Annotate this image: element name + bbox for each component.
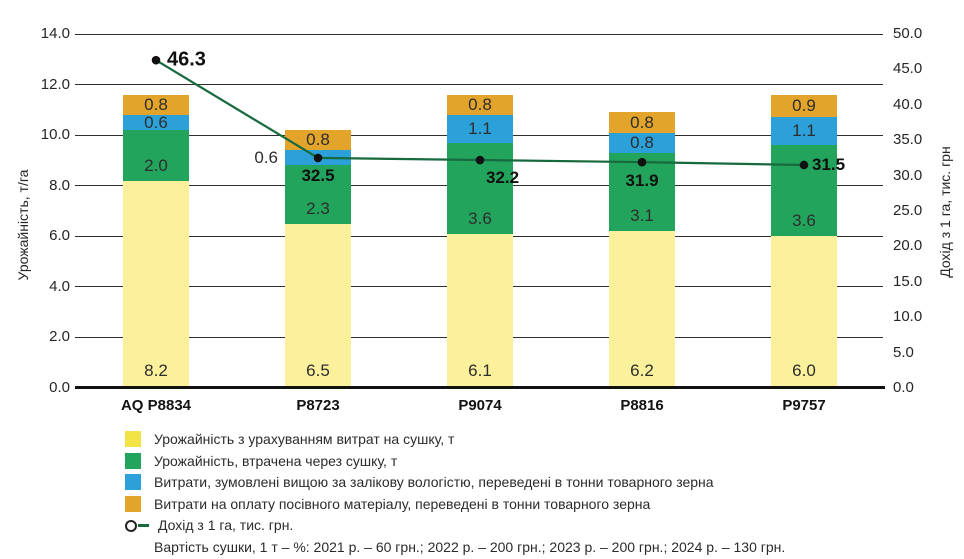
legend-label: Урожайність, втрачена через сушку, т xyxy=(154,452,398,469)
segment-value-label: 0.6 xyxy=(144,112,168,132)
segment-value-label: 6.5 xyxy=(306,361,330,380)
x-axis-category-label: P8723 xyxy=(296,397,340,414)
segment-value-label: 0.8 xyxy=(144,94,168,114)
x-axis-category-label: P9074 xyxy=(458,397,502,414)
legend-item-yield-after-drying: Урожайність з урахуванням витрат на сушк… xyxy=(125,429,785,451)
bar-segment xyxy=(123,180,189,388)
segment-value-label: 6.0 xyxy=(792,361,816,380)
legend-label: Урожайність з урахуванням витрат на сушк… xyxy=(154,431,455,447)
bar-segment xyxy=(771,236,837,388)
gridline xyxy=(75,84,883,86)
legend-swatch-orange xyxy=(125,495,141,512)
segment-value-label: 0.6 xyxy=(254,147,278,167)
bar-segment xyxy=(285,223,351,388)
line-value-label: 31.9 xyxy=(625,171,659,191)
segment-value-label: 2.3 xyxy=(306,198,330,218)
legend: Урожайність з урахуванням витрат на сушк… xyxy=(125,429,785,558)
y-axis-tick-label-right: 15.0 xyxy=(893,272,923,290)
line-value-label: 32.2 xyxy=(486,168,520,188)
segment-value-label: 6.2 xyxy=(630,361,654,380)
y-axis-tick-label-left: 12.0 xyxy=(40,75,70,93)
segment-value-label: 3.6 xyxy=(792,211,816,231)
y-axis-tick-label-right: 0.0 xyxy=(893,379,914,396)
segment-value-label: 0.9 xyxy=(792,96,816,116)
segment-value-label: 0.8 xyxy=(630,112,654,132)
gridline xyxy=(75,33,883,35)
segment-value-label: 0.8 xyxy=(306,130,330,150)
line-value-label: 46.3 xyxy=(167,48,206,71)
y-axis-tick-label-left: 14.0 xyxy=(40,25,70,42)
y-axis-tick-label-right: 45.0 xyxy=(893,60,923,78)
segment-value-label: 1.1 xyxy=(468,118,492,138)
legend-item-moisture-costs: Витрати, зумовлені вищою за залікову вол… xyxy=(125,472,785,494)
y-axis-tick-label-right: 30.0 xyxy=(893,166,923,184)
y-axis-tick-label-left: 6.0 xyxy=(49,227,70,245)
y-axis-tick-label-left: 8.0 xyxy=(49,176,70,194)
right-axis-title: Дохід з 1 га, тис. грн xyxy=(937,146,953,278)
segment-value-label: 8.2 xyxy=(144,361,168,380)
note-text: Вартість сушки, 1 т – %: 2021 р. – 60 гр… xyxy=(154,538,786,555)
y-axis-tick-label-left: 0.0 xyxy=(49,379,70,396)
line-value-label: 31.5 xyxy=(812,154,846,174)
drying-cost-note: Вартість сушки, 1 т – %: 2021 р. – 60 гр… xyxy=(125,537,785,559)
y-axis-tick-label-left: 2.0 xyxy=(49,328,70,346)
bar-segment xyxy=(285,150,351,166)
legend-label: Витрати на оплату посівного матеріалу, п… xyxy=(154,495,651,512)
data-point xyxy=(151,55,161,65)
y-axis-tick-label-right: 50.0 xyxy=(893,25,923,42)
segment-value-label: 3.6 xyxy=(468,208,492,228)
y-axis-tick-label-left: 10.0 xyxy=(40,126,70,144)
legend-label: Витрати, зумовлені вищою за залікову вол… xyxy=(154,474,714,490)
segment-value-label: 0.8 xyxy=(468,94,492,114)
left-axis-title: Урожайність, т/га xyxy=(15,169,31,281)
segment-value-label: 1.1 xyxy=(792,121,816,141)
legend-swatch-blue xyxy=(125,474,141,490)
legend-label: Дохід з 1 га, тис. грн. xyxy=(158,517,294,533)
bar-segment xyxy=(285,165,351,224)
legend-swatch-yellow xyxy=(125,431,141,447)
y-axis-tick-label-right: 25.0 xyxy=(893,202,923,219)
x-axis-line xyxy=(75,386,885,389)
legend-item-income-line: Дохід з 1 га, тис. грн. xyxy=(125,515,785,537)
bar-segment xyxy=(447,233,513,388)
y-axis-tick-label-right: 5.0 xyxy=(893,343,914,361)
x-axis-category-label: AQ P8834 xyxy=(120,397,192,414)
y-axis-tick-label-left: 4.0 xyxy=(49,277,70,295)
line-marker-icon xyxy=(125,515,149,537)
segment-value-label: 0.8 xyxy=(630,132,654,152)
bar-segment xyxy=(609,231,675,388)
y-axis-tick-label-right: 40.0 xyxy=(893,95,923,113)
x-axis-category-label: P8816 xyxy=(620,397,664,414)
segment-value-label: 6.1 xyxy=(468,361,492,380)
segment-value-label: 3.1 xyxy=(630,206,654,226)
x-axis-category-label: P9757 xyxy=(782,397,826,414)
y-axis-tick-label-right: 35.0 xyxy=(893,131,923,149)
legend-item-seed-costs: Витрати на оплату посівного матеріалу, п… xyxy=(125,494,785,516)
legend-item-yield-lost-drying: Урожайність, втрачена через сушку, т xyxy=(125,451,785,473)
legend-swatch-green xyxy=(125,452,141,469)
y-axis-tick-label-right: 10.0 xyxy=(893,308,923,326)
line-value-label: 32.5 xyxy=(301,165,335,185)
y-axis-tick-label-right: 20.0 xyxy=(893,237,923,255)
segment-value-label: 2.0 xyxy=(144,155,168,175)
